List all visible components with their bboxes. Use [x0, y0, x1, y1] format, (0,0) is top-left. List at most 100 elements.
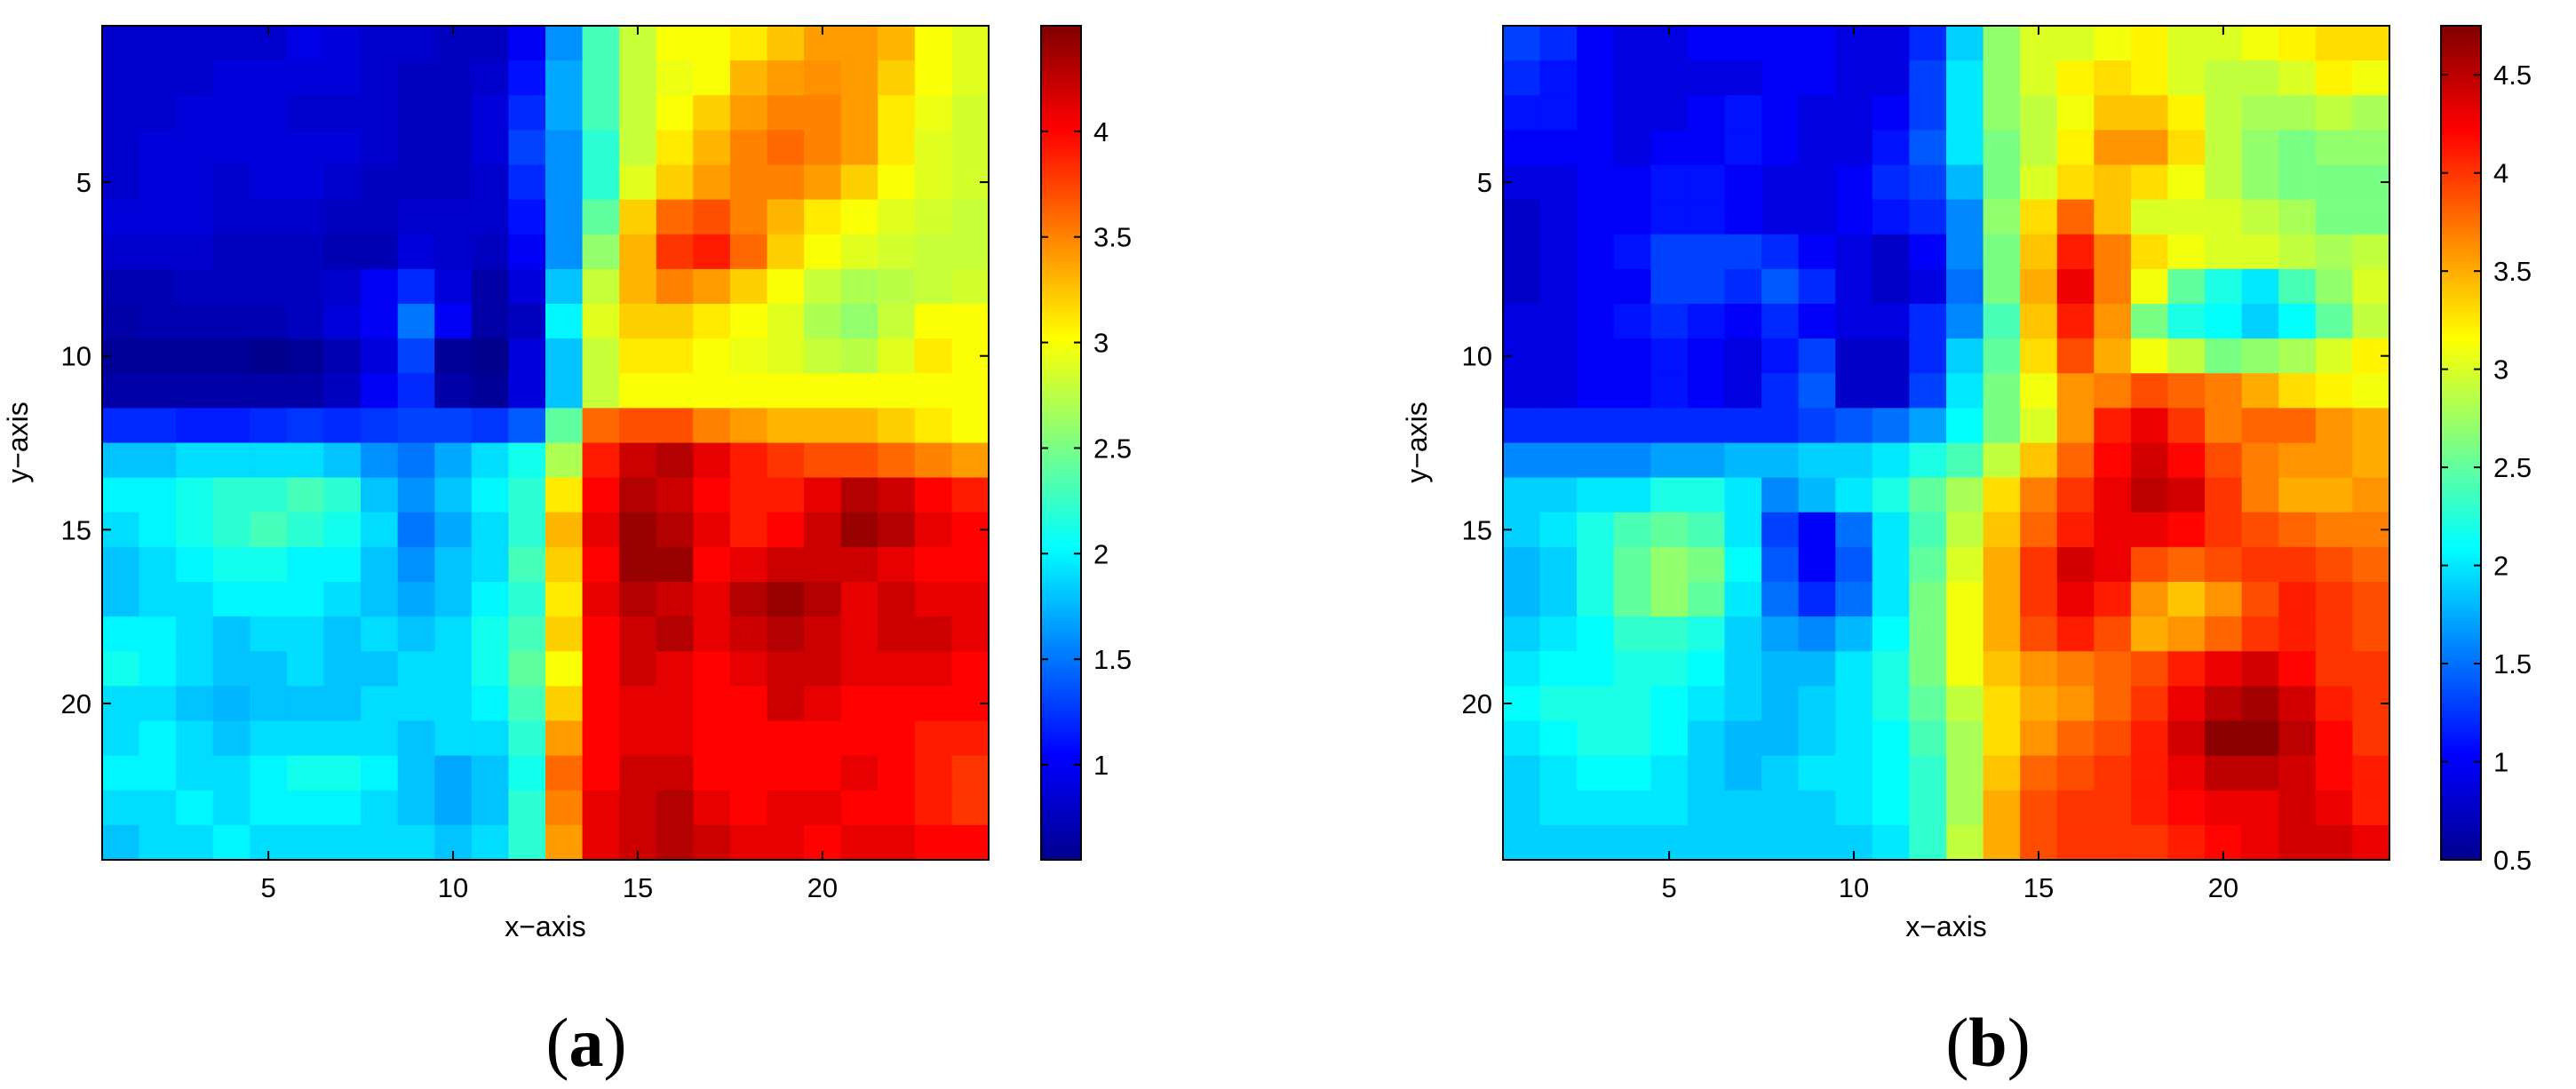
heatmap-cell — [840, 755, 879, 791]
heatmap-cell — [508, 338, 546, 374]
heatmap-cell — [729, 95, 768, 131]
heatmap-cell — [2278, 477, 2317, 513]
heatmap-cell — [361, 755, 399, 791]
heatmap-cell — [102, 408, 140, 444]
heatmap-cell — [1983, 304, 2021, 339]
heatmap-cell — [2241, 164, 2279, 201]
y-tick-label: 15 — [1462, 514, 1492, 545]
heatmap-cell — [1613, 95, 1651, 131]
heatmap-cell — [361, 616, 399, 652]
heatmap-cell — [1613, 26, 1651, 61]
heatmap-cell — [2056, 512, 2095, 548]
heatmap-cell — [508, 477, 546, 513]
heatmap-cell — [1946, 338, 1984, 374]
heatmap-b-frame — [1502, 25, 2390, 861]
heatmap-cell — [2130, 164, 2169, 201]
heatmap-cell — [1946, 686, 1984, 722]
heatmap-cell — [1983, 720, 2021, 757]
heatmap-cell — [804, 373, 842, 409]
heatmap-cell — [139, 477, 177, 513]
heatmap-cell — [2205, 442, 2243, 479]
heatmap-cell — [2315, 95, 2354, 131]
heatmap-cell — [2352, 477, 2390, 513]
heatmap-cell — [2241, 408, 2279, 444]
heatmap-cell — [2056, 130, 2095, 166]
heatmap-cell — [102, 824, 140, 861]
heatmap-cell — [582, 26, 620, 61]
heatmap-cell — [1650, 616, 1689, 652]
heatmap-cell — [878, 164, 916, 201]
heatmap-cell — [2241, 304, 2279, 339]
heatmap-cell — [323, 477, 362, 513]
heatmap-cell — [767, 130, 805, 166]
heatmap-cell — [2278, 304, 2317, 339]
heatmap-cell — [1909, 199, 1947, 235]
heatmap-cell — [2130, 686, 2169, 722]
heatmap-cell — [250, 651, 288, 687]
heatmap-cell — [1577, 26, 1615, 61]
heatmap-cell — [1872, 234, 1911, 270]
heatmap-cell — [250, 304, 288, 339]
heatmap-cell — [1761, 790, 1800, 826]
heatmap-cell — [1909, 373, 1947, 409]
heatmap-cell — [1946, 95, 1984, 131]
heatmap-cell — [2205, 199, 2243, 235]
heatmap-cell — [1687, 338, 1726, 374]
heatmap-cell — [1613, 338, 1651, 374]
heatmap-cell — [139, 512, 177, 548]
heatmap-cell — [2094, 442, 2132, 479]
heatmap-cell — [1724, 720, 1762, 757]
heatmap-cell — [2167, 164, 2206, 201]
heatmap-cell — [582, 304, 620, 339]
heatmap-cell — [767, 790, 805, 826]
heatmap-cell — [693, 234, 731, 270]
colorbar-tick-label: 1 — [1093, 750, 1109, 781]
heatmap-cell — [1503, 95, 1541, 131]
heatmap-cell — [840, 582, 879, 617]
heatmap-cell — [2020, 234, 2058, 270]
heatmap-cell — [2278, 408, 2317, 444]
heatmap-cell — [804, 60, 842, 96]
heatmap-cell — [1687, 616, 1726, 652]
heatmap-cell — [397, 546, 435, 583]
heatmap-cell — [914, 512, 953, 548]
x-axis-label-a: x−axis — [505, 910, 586, 942]
heatmap-cell — [508, 234, 546, 270]
heatmap-cell — [2094, 477, 2132, 513]
heatmap-cell — [582, 199, 620, 235]
heatmap-cell — [1798, 164, 1836, 201]
heatmap-cell — [951, 60, 990, 96]
heatmap-cell — [1650, 512, 1689, 548]
heatmap-cell — [1761, 616, 1800, 652]
heatmap-cell — [2056, 720, 2095, 757]
heatmap-cell — [508, 686, 546, 722]
heatmap-cell — [397, 60, 435, 96]
heatmap-cell — [434, 304, 473, 339]
heatmap-cell — [582, 512, 620, 548]
heatmap-cell — [1983, 790, 2021, 826]
heatmap-cell — [1835, 95, 1873, 131]
heatmap-cell — [1724, 651, 1762, 687]
heatmap-cell — [2278, 234, 2317, 270]
heatmap-cell — [434, 234, 473, 270]
heatmap-cell — [434, 616, 473, 652]
heatmap-cell — [286, 268, 325, 305]
colorbar-tick-label: 0.5 — [2493, 845, 2532, 876]
heatmap-cell — [361, 95, 399, 131]
heatmap-cell — [840, 477, 879, 513]
heatmap-cell — [250, 790, 288, 826]
y-tick-label: 20 — [61, 688, 91, 719]
heatmap-cell — [508, 95, 546, 131]
heatmap-cell — [1835, 686, 1873, 722]
heatmap-cell — [1650, 790, 1689, 826]
heatmap-cell — [1798, 442, 1836, 479]
heatmap-cell — [176, 686, 214, 722]
heatmap-cell — [176, 268, 214, 305]
heatmap-cell — [582, 755, 620, 791]
heatmap-cell — [212, 790, 250, 826]
heatmap-cell — [1946, 199, 1984, 235]
heatmap-cell — [176, 616, 214, 652]
heatmap-cell — [1503, 651, 1541, 687]
y-tick-label: 10 — [61, 341, 91, 372]
heatmap-cell — [1503, 199, 1541, 235]
